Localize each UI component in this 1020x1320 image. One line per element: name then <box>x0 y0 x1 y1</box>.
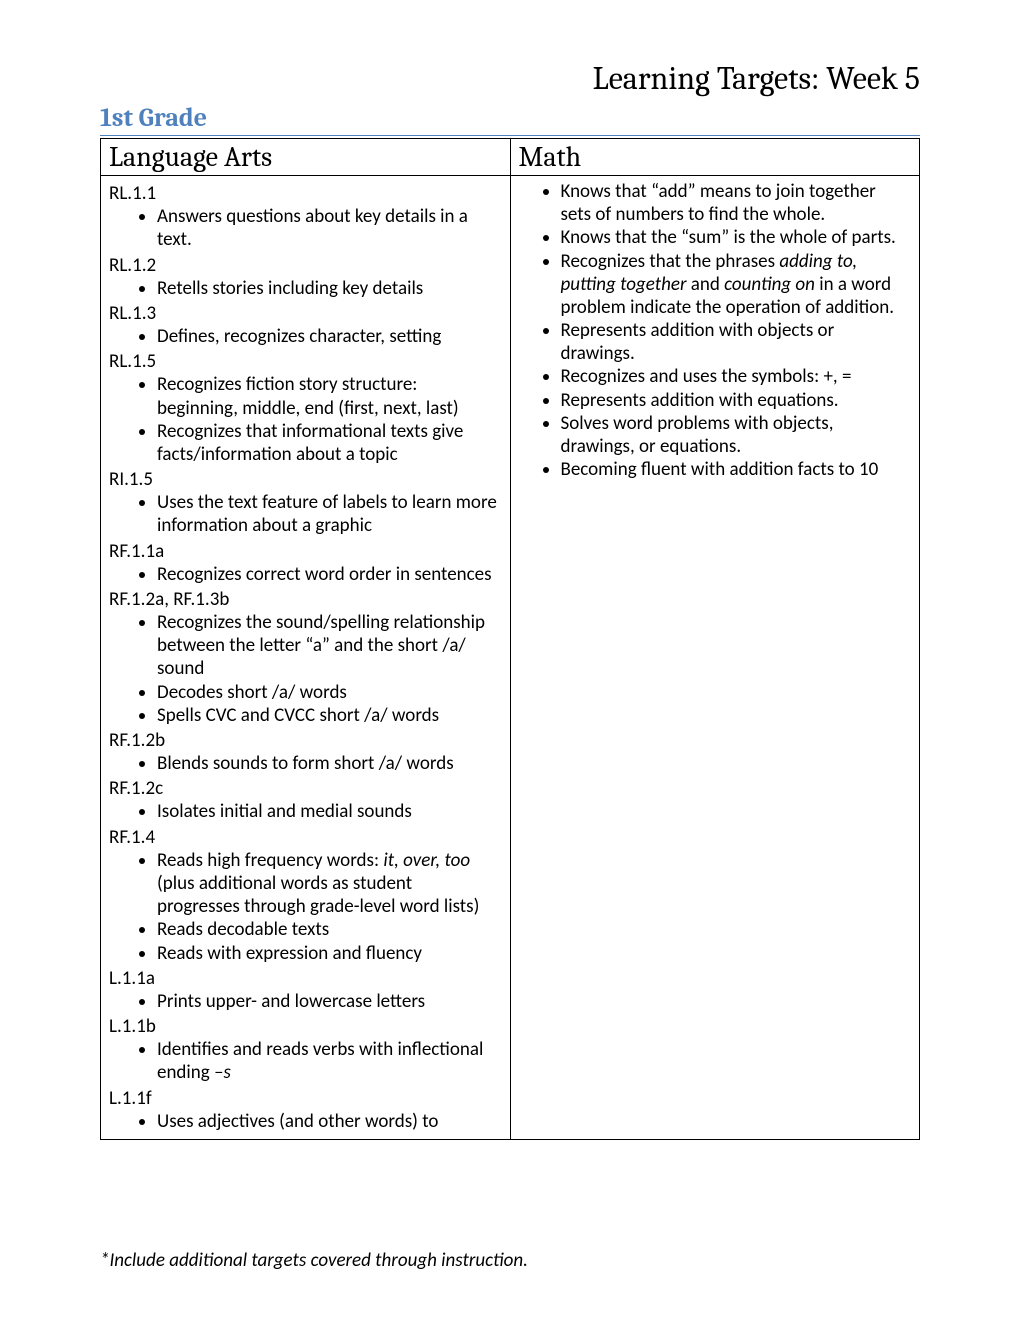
list-item: Knows that “add” means to join together … <box>561 180 912 226</box>
cell-math: Knows that “add” means to join together … <box>510 176 920 1140</box>
list-item: Defines, recognizes character, setting <box>157 325 502 348</box>
col-header-language-arts: Language Arts <box>101 139 511 176</box>
table-header-row: Language Arts Math <box>101 139 920 176</box>
standard-bullets: Recognizes fiction story structure: begi… <box>109 373 502 466</box>
list-item: Reads high frequency words: it, over, to… <box>157 849 502 919</box>
doc-title: Learning Targets: Week 5 <box>100 60 920 97</box>
standard-bullets: Isolates initial and medial sounds <box>109 800 502 823</box>
standard-bullets: Reads high frequency words: it, over, to… <box>109 849 502 965</box>
list-item: Uses adjectives (and other words) to <box>157 1110 502 1133</box>
standard-bullets: Recognizes correct word order in sentenc… <box>109 563 502 586</box>
cell-language-arts: RL.1.1Answers questions about key detail… <box>101 176 511 1140</box>
standard-code: L.1.1b <box>109 1015 502 1038</box>
targets-table: Language Arts Math RL.1.1Answers questio… <box>100 138 920 1140</box>
grade-title: 1st Grade <box>100 103 920 136</box>
list-item: Recognizes that informational texts give… <box>157 420 502 466</box>
list-item: Decodes short /a/ words <box>157 681 502 704</box>
list-item: Recognizes the sound/spelling relationsh… <box>157 611 502 681</box>
list-item: Recognizes that the phrases adding to, p… <box>561 250 912 320</box>
page: Learning Targets: Week 5 1st Grade Langu… <box>0 0 1020 1320</box>
standard-bullets: Defines, recognizes character, setting <box>109 325 502 348</box>
list-item: Recognizes fiction story structure: begi… <box>157 373 502 419</box>
standard-code: RI.1.5 <box>109 468 502 491</box>
list-item: Represents addition with objects or draw… <box>561 319 912 365</box>
list-item: Recognizes correct word order in sentenc… <box>157 563 502 586</box>
standard-bullets: Retells stories including key details <box>109 277 502 300</box>
standard-code: RL.1.2 <box>109 254 502 277</box>
standard-bullets: Uses adjectives (and other words) to <box>109 1110 502 1133</box>
standard-bullets: Recognizes the sound/spelling relationsh… <box>109 611 502 727</box>
standard-bullets: Uses the text feature of labels to learn… <box>109 491 502 537</box>
standard-code: RF.1.4 <box>109 826 502 849</box>
list-item: Reads decodable texts <box>157 918 502 941</box>
standard-code: RF.1.2c <box>109 777 502 800</box>
standard-bullets: Identifies and reads verbs with inflecti… <box>109 1038 502 1084</box>
list-item: Knows that the “sum” is the whole of par… <box>561 226 912 249</box>
standard-bullets: Prints upper- and lowercase letters <box>109 990 502 1013</box>
list-item: Answers questions about key details in a… <box>157 205 502 251</box>
list-item: Identifies and reads verbs with inflecti… <box>157 1038 502 1084</box>
list-item: Uses the text feature of labels to learn… <box>157 491 502 537</box>
list-item: Retells stories including key details <box>157 277 502 300</box>
list-item: Represents addition with equations. <box>561 389 912 412</box>
list-item: Reads with expression and fluency <box>157 942 502 965</box>
list-item: Isolates initial and medial sounds <box>157 800 502 823</box>
standard-code: RF.1.2b <box>109 729 502 752</box>
standard-bullets: Blends sounds to form short /a/ words <box>109 752 502 775</box>
list-item: Becoming fluent with addition facts to 1… <box>561 458 912 481</box>
list-item: Solves word problems with objects, drawi… <box>561 412 912 458</box>
standard-code: L.1.1f <box>109 1087 502 1110</box>
footnote: *Include additional targets covered thro… <box>100 1249 528 1272</box>
standard-code: RF.1.2a, RF.1.3b <box>109 588 502 611</box>
math-bullets: Knows that “add” means to join together … <box>519 180 912 481</box>
list-item: Prints upper- and lowercase letters <box>157 990 502 1013</box>
standard-code: L.1.1a <box>109 967 502 990</box>
standard-code: RL.1.1 <box>109 182 502 205</box>
standard-code: RL.1.5 <box>109 350 502 373</box>
standard-bullets: Answers questions about key details in a… <box>109 205 502 251</box>
list-item: Blends sounds to form short /a/ words <box>157 752 502 775</box>
list-item: Spells CVC and CVCC short /a/ words <box>157 704 502 727</box>
list-item: Recognizes and uses the symbols: +, = <box>561 365 912 388</box>
standard-code: RL.1.3 <box>109 302 502 325</box>
col-header-math: Math <box>510 139 920 176</box>
standard-code: RF.1.1a <box>109 540 502 563</box>
table-body-row: RL.1.1Answers questions about key detail… <box>101 176 920 1140</box>
